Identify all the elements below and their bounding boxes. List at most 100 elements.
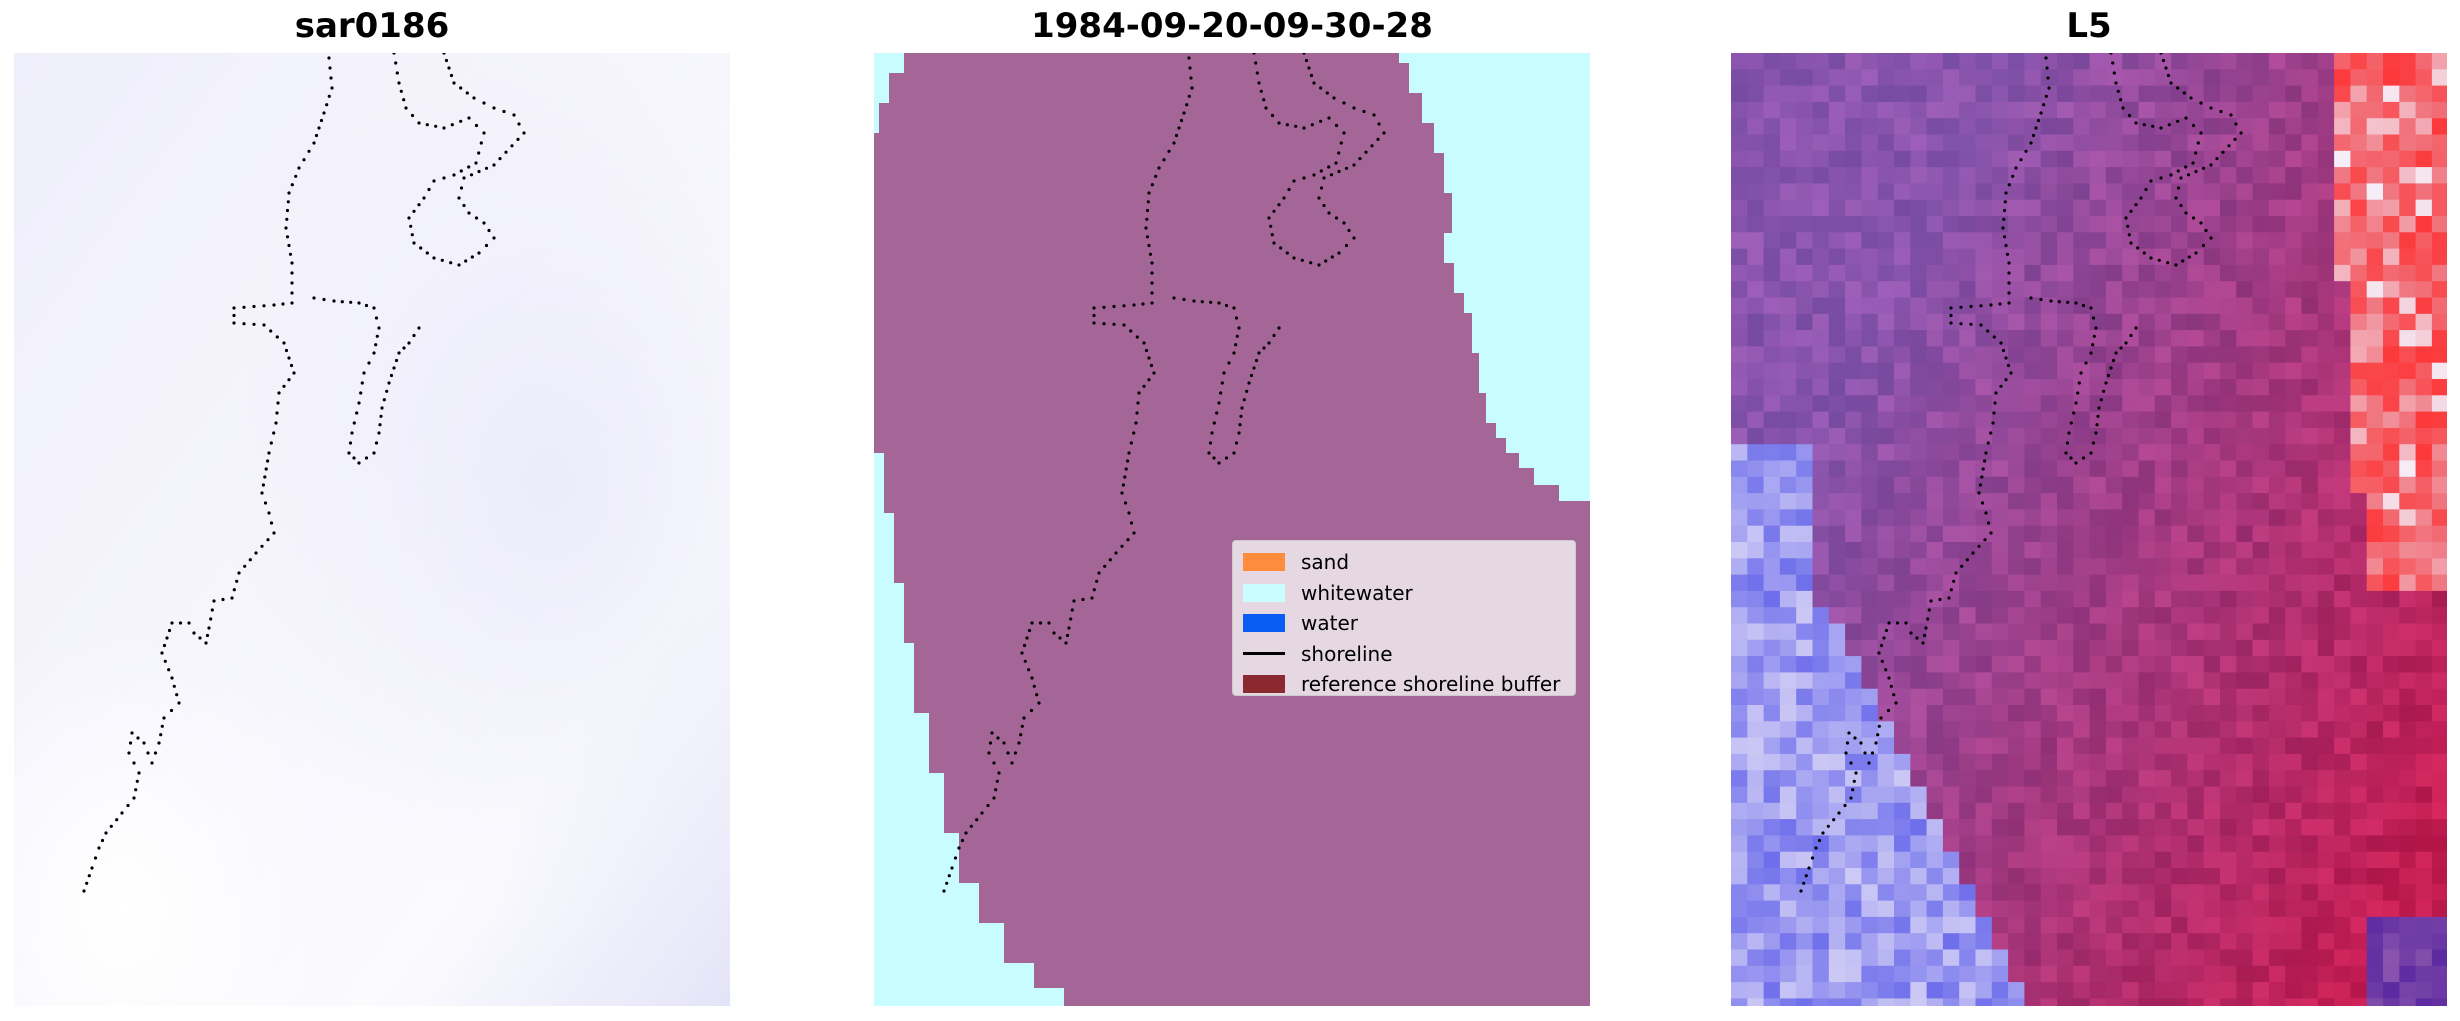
- l5-pixel: [1731, 427, 1748, 445]
- shoreline-dot: [1926, 617, 1930, 621]
- l5-pixel: [2431, 786, 2447, 804]
- l5-pixel: [2073, 737, 2091, 755]
- shoreline-dots: [1799, 53, 2243, 893]
- l5-pixel: [2008, 183, 2025, 201]
- l5-pixel: [1763, 574, 1781, 592]
- l5-pixel: [1861, 379, 1879, 396]
- l5-pixel: [2252, 362, 2270, 380]
- l5-pixel: [2105, 281, 2123, 299]
- l5-pixel: [2024, 802, 2042, 820]
- l5-pixel: [2301, 737, 2319, 755]
- l5-pixel: [2187, 379, 2205, 396]
- shoreline-dot: [1179, 118, 1184, 123]
- shoreline-dot: [374, 316, 379, 320]
- l5-pixel: [2415, 248, 2433, 266]
- l5-pixel: [2268, 623, 2286, 641]
- shoreline-dot: [1876, 733, 1880, 737]
- l5-pixel: [2187, 623, 2205, 641]
- l5-pixel: [2105, 313, 2123, 331]
- panel-title-sar: sar0186: [294, 6, 450, 46]
- shoreline-dot: [425, 251, 429, 255]
- l5-pixel: [1926, 444, 1944, 462]
- l5-pixel: [1747, 688, 1765, 706]
- l5-pixel: [1959, 509, 1977, 527]
- l5-pixel: [1894, 558, 1911, 576]
- l5-pixel: [1975, 85, 1993, 103]
- l5-pixel: [1877, 232, 1895, 250]
- l5-pixel: [1959, 525, 1977, 543]
- l5-pixel: [2171, 183, 2188, 201]
- l5-pixel: [2350, 232, 2368, 250]
- l5-pixel: [2154, 786, 2172, 804]
- shoreline-dot: [285, 235, 290, 239]
- l5-pixel: [2301, 53, 2319, 70]
- l5-pixel: [2236, 362, 2254, 380]
- l5-pixel: [2089, 69, 2107, 87]
- l5-pixel: [2350, 868, 2368, 885]
- l5-pixel: [2301, 167, 2319, 184]
- shoreline-dot: [1993, 401, 1997, 405]
- l5-pixel: [2122, 819, 2140, 836]
- shoreline-dot: [261, 483, 265, 487]
- l5-pixel: [2285, 313, 2303, 331]
- l5-pixel: [2154, 216, 2172, 233]
- l5-pixel: [2366, 232, 2384, 250]
- l5-pixel: [2187, 802, 2205, 820]
- l5-pixel: [2154, 737, 2172, 755]
- shoreline-dot: [290, 183, 294, 187]
- l5-pixel: [2220, 297, 2237, 315]
- shoreline-dot: [1959, 322, 1963, 326]
- shoreline-dot: [2044, 56, 2048, 60]
- l5-pixel: [2415, 933, 2433, 951]
- l5-pixel: [1991, 427, 2009, 445]
- l5-pixel: [2138, 721, 2156, 739]
- shoreline-dot: [1882, 636, 1886, 640]
- l5-pixel: [1731, 933, 1748, 951]
- l5-pixel: [2236, 53, 2254, 70]
- shoreline-dot: [1981, 467, 1985, 471]
- l5-pixel: [1861, 542, 1879, 559]
- shoreline-dot: [995, 779, 999, 783]
- l5-pixel: [1796, 460, 1814, 478]
- l5-pixel: [2383, 509, 2400, 527]
- l5-pixel: [1812, 313, 1830, 331]
- l5-pixel: [1731, 199, 1748, 217]
- l5-pixel: [1812, 688, 1830, 706]
- l5-pixel: [2399, 884, 2417, 902]
- l5-pixel: [1942, 949, 1960, 967]
- l5-pixel: [1877, 264, 1895, 282]
- l5-pixel: [2105, 819, 2123, 836]
- l5-pixel: [1894, 786, 1911, 804]
- shoreline-dot: [2114, 81, 2118, 85]
- l5-pixel: [2220, 264, 2237, 282]
- l5-pixel: [1942, 542, 1960, 559]
- shoreline-dot: [1887, 621, 1891, 625]
- l5-pixel: [1910, 509, 1928, 527]
- l5-pixel: [2057, 705, 2074, 722]
- l5-pixel: [1877, 884, 1895, 902]
- l5-pixel: [2057, 802, 2074, 820]
- shoreline-dot: [1892, 693, 1896, 697]
- l5-pixel: [2252, 998, 2270, 1006]
- shoreline-dot: [1157, 166, 1161, 170]
- l5-pixel: [1828, 444, 1846, 462]
- shoreline-dot: [2034, 126, 2038, 130]
- l5-pixel: [1959, 542, 1977, 559]
- l5-pixel: [1942, 965, 1960, 983]
- l5-pixel: [1731, 85, 1748, 103]
- l5-pixel: [1877, 53, 1895, 70]
- l5-pixel: [2236, 623, 2254, 641]
- l5-pixel: [2089, 134, 2107, 152]
- l5-pixel: [1861, 101, 1879, 119]
- l5-pixel: [2268, 868, 2286, 885]
- shoreline-dot: [175, 693, 179, 697]
- l5-pixel: [2236, 313, 2254, 331]
- shoreline-dot: [290, 301, 294, 305]
- l5-pixel: [1959, 444, 1977, 462]
- l5-pixel: [1731, 705, 1748, 722]
- l5-pixel: [1910, 346, 1928, 364]
- l5-pixel: [1731, 753, 1748, 771]
- l5-pixel: [2138, 753, 2156, 771]
- l5-pixel: [2268, 69, 2286, 87]
- l5-pixel: [1845, 525, 1862, 543]
